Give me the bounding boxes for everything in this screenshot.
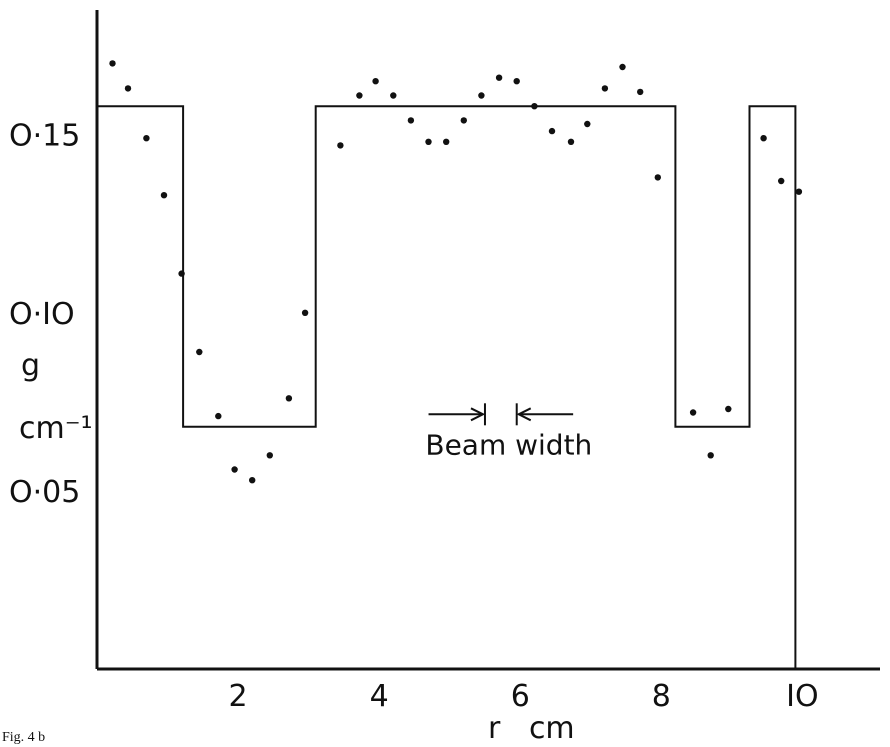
data-point <box>425 138 432 145</box>
data-point <box>356 92 363 99</box>
x-tick-label: 8 <box>652 679 671 714</box>
data-point <box>495 74 503 81</box>
data-point <box>301 309 309 316</box>
data-point <box>266 452 273 459</box>
data-point <box>567 138 575 145</box>
y-axis-label: g <box>21 348 40 383</box>
data-point <box>285 395 293 402</box>
data-point <box>619 63 626 71</box>
data-point <box>196 348 203 356</box>
x-tick-label: 4 <box>370 679 389 714</box>
y-tick-label: O·05 <box>9 475 80 510</box>
data-point <box>478 92 485 99</box>
data-point <box>124 85 132 92</box>
data-point <box>109 60 116 67</box>
data-point <box>231 466 238 473</box>
data-point <box>707 452 714 459</box>
data-point <box>760 135 767 142</box>
data-point <box>795 188 803 195</box>
data-point <box>637 88 644 96</box>
data-point <box>160 192 168 199</box>
data-point <box>584 120 591 128</box>
step-profile <box>97 105 797 669</box>
data-point <box>548 127 556 135</box>
x-tick-label: 2 <box>229 679 248 714</box>
data-point <box>372 78 379 85</box>
x-tick-label: IO <box>786 679 818 714</box>
beam-left-arrowhead <box>470 407 486 422</box>
data-point <box>443 138 450 145</box>
data-points <box>109 60 803 484</box>
y-tick-label: O·15 <box>9 119 80 154</box>
data-point <box>531 103 538 110</box>
data-point <box>215 412 222 420</box>
y-axis-unit: cm⁻¹ <box>19 411 93 446</box>
y-tick-label: O·IO <box>9 297 75 332</box>
tick-labels: 2 4 6 8 IO O·15 O·IO O·05 <box>9 119 819 714</box>
data-point <box>778 177 785 185</box>
data-point <box>143 135 150 142</box>
data-point <box>337 142 344 149</box>
data-point <box>390 92 397 99</box>
beam-right-arrowhead <box>516 407 532 422</box>
axes <box>95 10 880 671</box>
data-point <box>689 409 697 416</box>
x-axis-label: r cm <box>488 711 575 746</box>
data-point <box>249 477 256 484</box>
data-point <box>654 174 661 181</box>
beam-width-label: Beam width <box>425 428 592 461</box>
data-point <box>601 85 609 92</box>
data-point <box>460 117 467 124</box>
data-point <box>178 270 185 277</box>
step-line <box>97 105 797 669</box>
data-point <box>407 117 415 124</box>
figure-caption: Fig. 4 b <box>2 730 45 745</box>
beam-width-annotation: Beam width <box>425 403 592 461</box>
data-point <box>513 78 520 85</box>
x-tick-label: 6 <box>511 679 530 714</box>
data-point <box>725 405 732 413</box>
